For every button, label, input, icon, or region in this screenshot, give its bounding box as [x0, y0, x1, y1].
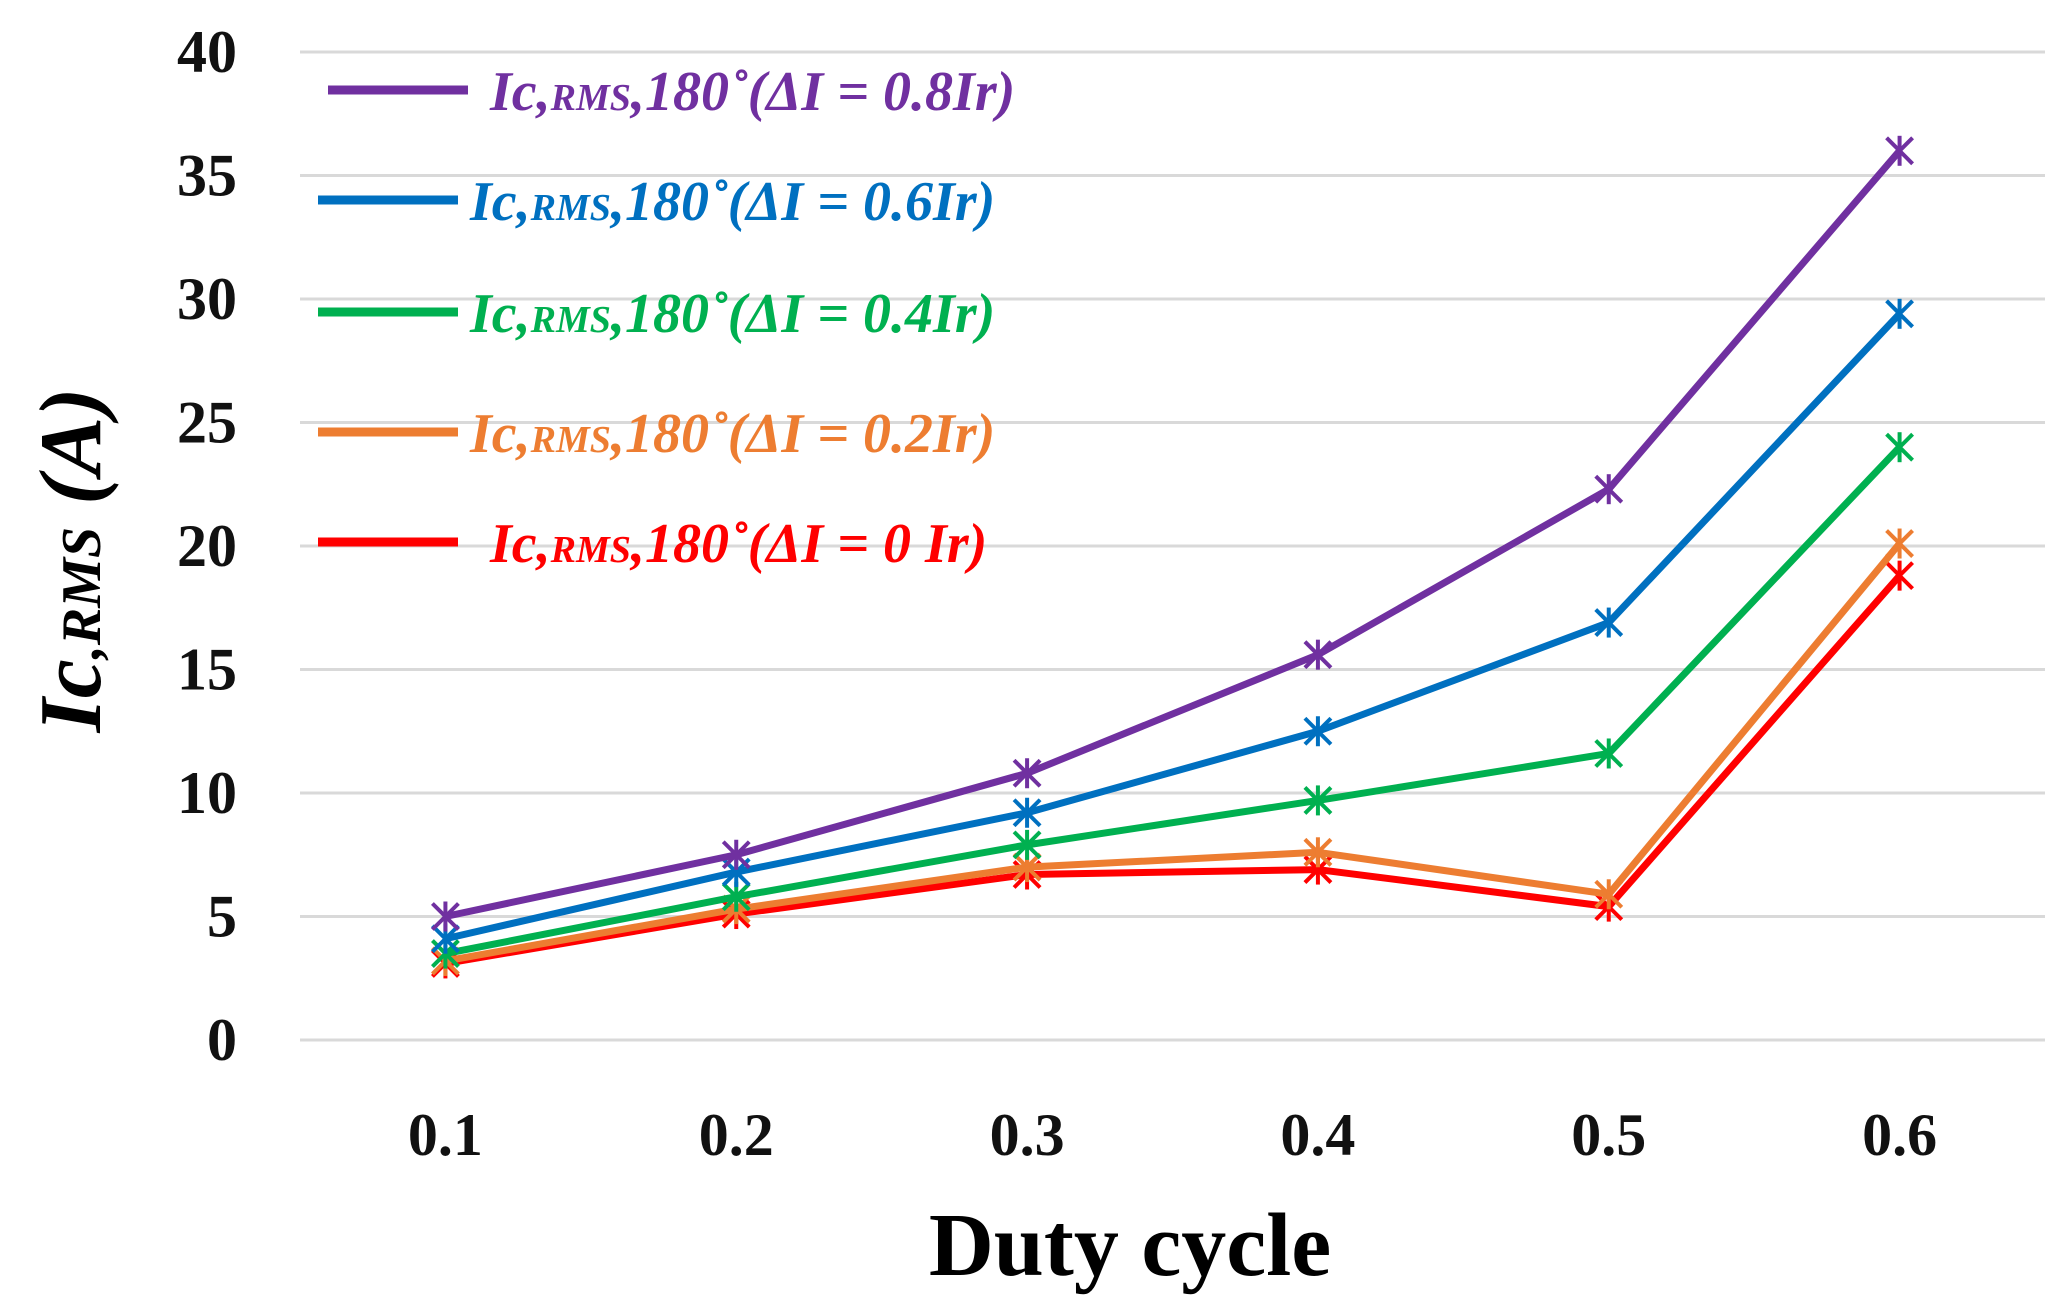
data-point-marker	[721, 839, 751, 870]
data-point-marker	[1012, 797, 1042, 828]
series-line	[444, 444, 1903, 957]
data-point-marker	[1303, 837, 1333, 868]
x-tick-label: 0.2	[699, 1102, 774, 1168]
data-point-marker	[1303, 785, 1333, 816]
x-axis-ticks: 0.1 0.2 0.3 0.4 0.5 0.6	[408, 1102, 1937, 1168]
x-tick-label: 0.6	[1862, 1102, 1937, 1168]
y-axis-title-sub: ,RMS	[51, 527, 113, 661]
legend-item-1: Ic,RMS,180˚(ΔI = 0.6Ir)	[318, 171, 995, 233]
y-tick-label: 5	[207, 884, 237, 950]
legend-label: Ic,RMS,180˚(ΔI = 0.8Ir)	[489, 61, 1015, 123]
legend-item-2: Ic,RMS,180˚(ΔI = 0.4Ir)	[318, 283, 995, 345]
data-point-marker	[431, 901, 460, 932]
data-point-marker	[1594, 474, 1624, 505]
y-tick-label: 25	[177, 390, 237, 456]
y-tick-label: 15	[177, 637, 237, 703]
series-lines	[431, 135, 1914, 979]
data-point-marker	[1303, 716, 1333, 747]
data-point-marker	[1303, 639, 1333, 670]
data-point-marker	[1594, 879, 1624, 910]
y-tick-label: 40	[177, 19, 237, 85]
legend-label: Ic,RMS,180˚(ΔI = 0 Ir)	[489, 513, 987, 575]
legend-item-0: Ic,RMS,180˚(ΔI = 0.8Ir)	[328, 61, 1015, 123]
legend-label: Ic,RMS,180˚(ΔI = 0.2Ir)	[469, 403, 995, 465]
data-point-marker	[1885, 135, 1914, 166]
x-tick-label: 0.4	[1280, 1102, 1355, 1168]
x-tick-label: 0.5	[1571, 1102, 1646, 1168]
series-line	[444, 541, 1903, 965]
data-point-marker	[1885, 298, 1914, 329]
y-axis-title: Ic,RMS (A)	[23, 388, 120, 734]
series-3	[431, 528, 1914, 976]
data-point-marker	[1885, 560, 1914, 591]
gridlines	[300, 50, 2045, 1042]
y-tick-label: 20	[177, 513, 237, 579]
legend-item-3: Ic,RMS,180˚(ΔI = 0.2Ir)	[318, 403, 995, 465]
x-axis-title: Duty cycle	[929, 1196, 1331, 1295]
x-tick-label: 0.3	[990, 1102, 1065, 1168]
legend: Ic,RMS,180˚(ΔI = 0.8Ir) Ic,RMS,180˚(ΔI = …	[318, 61, 1015, 575]
y-tick-label: 35	[177, 143, 237, 209]
y-axis-ticks: 0 5 10 15 20 25 30 35 40	[177, 19, 237, 1073]
legend-item-4: Ic,RMS,180˚(ΔI = 0 Ir)	[318, 513, 987, 575]
series-line	[444, 148, 1903, 920]
data-point-marker	[1885, 432, 1914, 463]
data-point-marker	[1012, 758, 1042, 789]
y-axis-title-main: Ic	[23, 659, 120, 733]
data-point-marker	[1012, 829, 1042, 860]
x-tick-label: 0.1	[408, 1102, 483, 1168]
y-axis-title-unit: (A)	[23, 388, 120, 527]
legend-label: Ic,RMS,180˚(ΔI = 0.6Ir)	[469, 171, 995, 233]
data-point-marker	[1885, 528, 1914, 559]
data-point-marker	[1594, 607, 1624, 638]
series-line	[444, 311, 1903, 943]
series-0	[431, 135, 1914, 932]
legend-label: Ic,RMS,180˚(ΔI = 0.4Ir)	[469, 283, 995, 345]
series-line	[444, 573, 1903, 967]
y-tick-label: 30	[177, 266, 237, 332]
y-tick-label: 0	[207, 1007, 237, 1073]
data-point-marker	[1594, 738, 1624, 769]
y-tick-label: 10	[177, 760, 237, 826]
